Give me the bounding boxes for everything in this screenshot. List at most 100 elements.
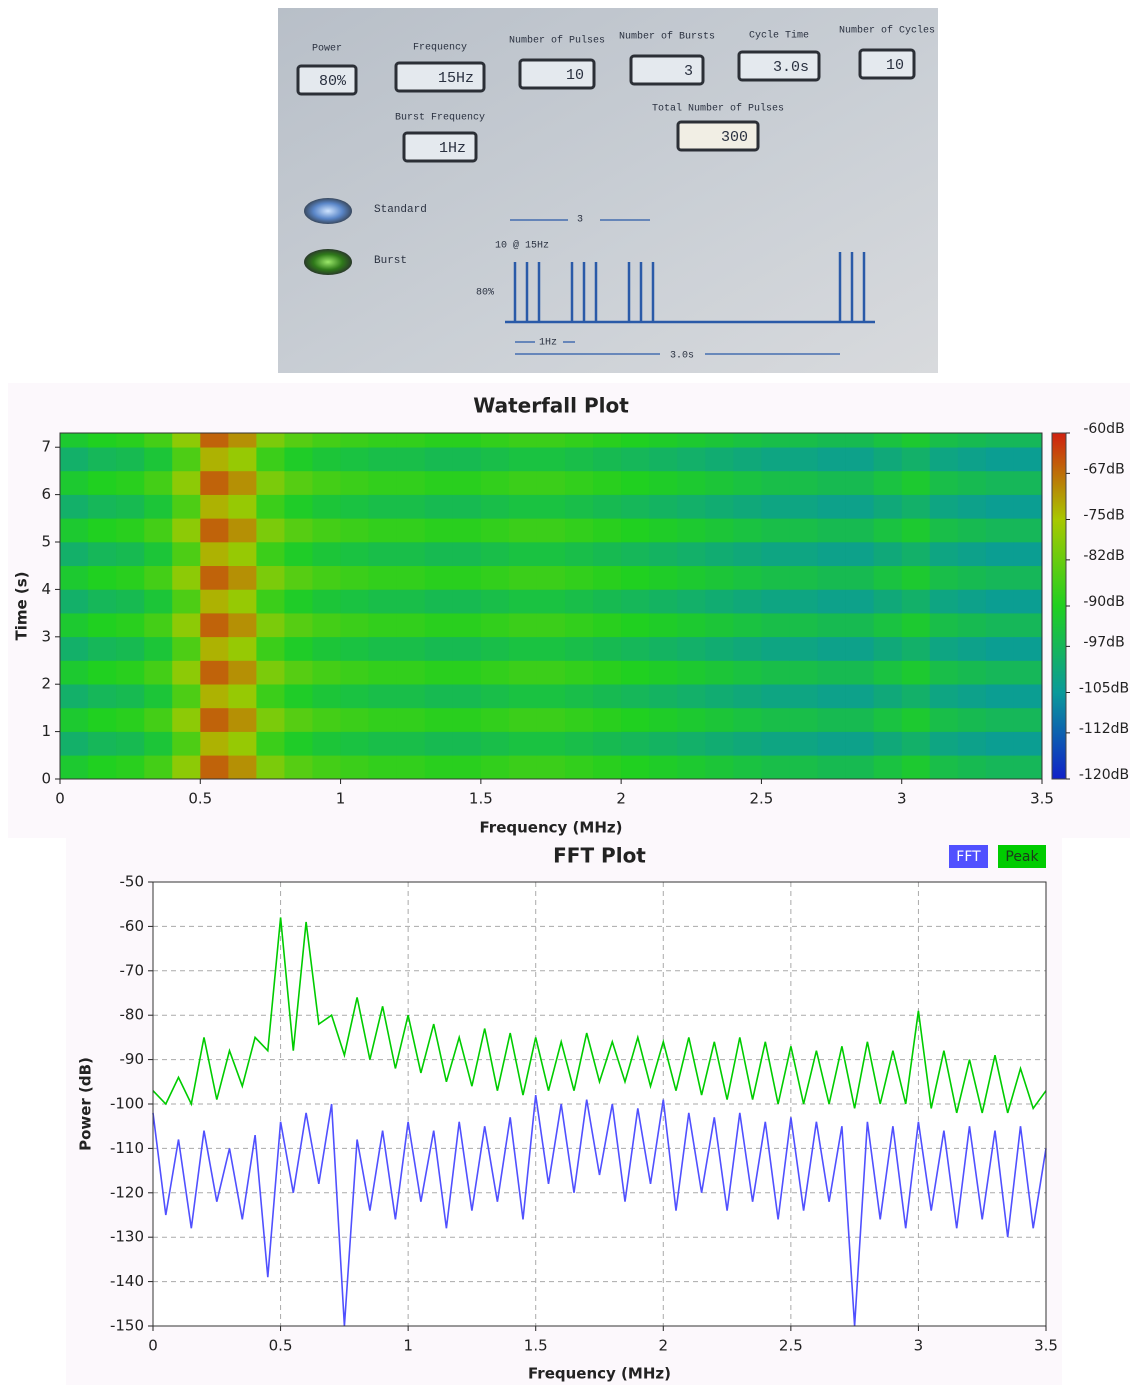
heat-cell [536,636,566,661]
heat-cell [621,731,650,756]
heat-cell [761,565,790,590]
y-axis-label: Power (dB) [77,1057,95,1151]
heat-cell [761,636,790,661]
heat-cell [873,589,903,614]
heat-cell [144,518,173,543]
heat-cell [845,589,874,614]
heat-cell [957,470,987,495]
heat-cell [873,470,903,495]
heat-cell [172,447,201,472]
heat-cell [733,565,762,590]
heat-cell [508,518,538,543]
heat-cell [1013,565,1043,590]
heat-cell [957,518,987,543]
x-axis-label: Frequency (MHz) [480,819,623,837]
heat-cell [845,636,874,661]
heat-cell [649,613,678,638]
heat-cell [480,731,510,756]
legend-label: FFT [956,849,981,865]
heat-cell [116,433,145,448]
heat-cell [88,542,117,567]
heat-cell [621,565,650,590]
heat-cell [340,494,369,519]
heat-cell [733,636,762,661]
field-value: 3.0s [773,59,809,76]
heat-cell [705,731,734,756]
heat-cell [172,470,201,495]
heat-cell [1013,433,1043,448]
heat-cell [873,636,903,661]
field-label: Burst Frequency [395,113,485,124]
heat-cell [368,613,397,638]
y-tick-label: 0 [41,770,51,788]
heat-cell [817,542,846,567]
heat-cell [621,589,650,614]
heat-cell [424,613,454,638]
x-tick-label: 3 [897,790,907,808]
heat-cell [649,636,678,661]
heat-cell [565,636,594,661]
heat-cell [1013,518,1043,543]
heat-cell [424,494,454,519]
heat-cell [985,565,1015,590]
heat-cell [200,542,229,567]
heat-cell [677,684,706,709]
heat-cell [845,518,874,543]
heat-cell [565,494,594,519]
heat-cell [957,707,987,732]
heat-cell [733,447,762,472]
heat-cell [649,518,678,543]
heat-cell [228,433,257,448]
heat-cell [733,613,762,638]
heat-cell [985,447,1015,472]
heat-cell [368,660,397,685]
heat-cell [761,447,790,472]
heat-cell [116,731,145,756]
heat-cell [228,589,257,614]
heat-cell [60,433,89,448]
heat-cell [677,565,706,590]
heat-cell [761,589,790,614]
heat-cell [144,447,173,472]
heat-cell [817,518,846,543]
heat-cell [621,494,650,519]
heat-cell [368,707,397,732]
heat-cell [789,470,818,495]
heat-cell [228,565,257,590]
heat-cell [565,613,594,638]
radio-standard[interactable] [304,198,352,224]
field-box [737,50,821,82]
heat-cell [396,470,426,495]
heat-cell [929,660,959,685]
heat-cell [116,660,145,685]
x-tick-label: 1.5 [524,1337,548,1355]
heat-cell [789,731,818,756]
heat-cell [789,542,818,567]
heat-cell [536,707,566,732]
heat-cell [817,447,846,472]
heat-cell [1013,684,1043,709]
heat-cell [957,447,987,472]
heat-cell [789,589,818,614]
heat-cell [452,589,482,614]
heat-cell [1013,542,1043,567]
heat-cell [929,731,959,756]
radio-burst[interactable] [304,249,352,275]
field-label: Cycle Time [749,30,809,42]
heat-cell [901,589,931,614]
heat-cell [312,494,341,519]
heat-cell [621,636,650,661]
series-line [152,1094,1047,1327]
heat-cell [565,565,594,590]
heat-cell [985,518,1015,543]
heat-cell [593,433,622,448]
heat-cell [929,447,959,472]
heat-cell [621,447,650,472]
heat-cell [901,447,931,472]
y-tick-label: -50 [120,873,145,891]
heat-cell [396,755,426,780]
heat-cell [536,494,566,519]
field-label: Number of Cycles [839,25,935,37]
heat-cell [677,589,706,614]
heat-cell [452,731,482,756]
